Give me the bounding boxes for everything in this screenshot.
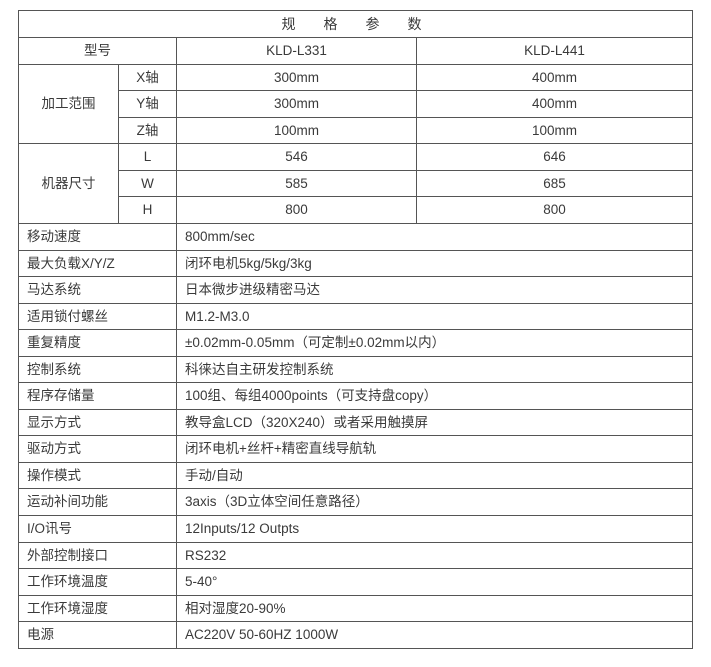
axis-label: X轴: [119, 64, 177, 91]
spec-value: 闭环电机5kg/5kg/3kg: [177, 250, 693, 277]
spec-label: 程序存储量: [19, 383, 177, 410]
spec-value: 12Inputs/12 Outpts: [177, 516, 693, 543]
value-a: 800: [177, 197, 417, 224]
value-b: 646: [417, 144, 693, 171]
spec-table: 规格参数 型号 KLD-L331 KLD-L441 加工范围X轴300mm400…: [18, 10, 693, 649]
spec-label: 重复精度: [19, 330, 177, 357]
spec-value: AC220V 50-60HZ 1000W: [177, 622, 693, 649]
spec-value: 3axis（3D立体空间任意路径）: [177, 489, 693, 516]
work-range-label: 加工范围: [19, 64, 119, 144]
spec-value: 相对湿度20-90%: [177, 595, 693, 622]
axis-label: Y轴: [119, 91, 177, 118]
axis-label: Z轴: [119, 117, 177, 144]
spec-label: 马达系统: [19, 277, 177, 304]
model-b: KLD-L441: [417, 38, 693, 65]
table-title: 规格参数: [19, 11, 693, 38]
value-a: 300mm: [177, 64, 417, 91]
machine-size-label: 机器尺寸: [19, 144, 119, 224]
spec-value: 手动/自动: [177, 462, 693, 489]
spec-label: 工作环境湿度: [19, 595, 177, 622]
value-b: 800: [417, 197, 693, 224]
spec-label: 最大负载X/Y/Z: [19, 250, 177, 277]
value-a: 300mm: [177, 91, 417, 118]
spec-label: 适用锁付螺丝: [19, 303, 177, 330]
spec-label: 操作模式: [19, 462, 177, 489]
spec-label: 运动补间功能: [19, 489, 177, 516]
spec-value: RS232: [177, 542, 693, 569]
spec-label: 移动速度: [19, 224, 177, 251]
value-a: 100mm: [177, 117, 417, 144]
value-b: 100mm: [417, 117, 693, 144]
model-label: 型号: [19, 38, 177, 65]
axis-label: H: [119, 197, 177, 224]
axis-label: W: [119, 170, 177, 197]
spec-value: M1.2-M3.0: [177, 303, 693, 330]
spec-label: I/O讯号: [19, 516, 177, 543]
spec-value: 日本微步进级精密马达: [177, 277, 693, 304]
spec-value: 闭环电机+丝杆+精密直线导航轨: [177, 436, 693, 463]
value-b: 400mm: [417, 91, 693, 118]
spec-label: 显示方式: [19, 409, 177, 436]
spec-value: 教导盒LCD（320X240）或者采用触摸屏: [177, 409, 693, 436]
spec-value: ±0.02mm-0.05mm（可定制±0.02mm以内）: [177, 330, 693, 357]
value-a: 585: [177, 170, 417, 197]
spec-value: 科徕达自主研发控制系统: [177, 356, 693, 383]
value-b: 685: [417, 170, 693, 197]
spec-label: 驱动方式: [19, 436, 177, 463]
value-b: 400mm: [417, 64, 693, 91]
value-a: 546: [177, 144, 417, 171]
spec-value: 800mm/sec: [177, 224, 693, 251]
spec-label: 工作环境温度: [19, 569, 177, 596]
spec-label: 电源: [19, 622, 177, 649]
axis-label: L: [119, 144, 177, 171]
spec-value: 100组、每组4000points（可支持盘copy）: [177, 383, 693, 410]
spec-label: 控制系统: [19, 356, 177, 383]
spec-value: 5-40°: [177, 569, 693, 596]
spec-label: 外部控制接口: [19, 542, 177, 569]
model-a: KLD-L331: [177, 38, 417, 65]
